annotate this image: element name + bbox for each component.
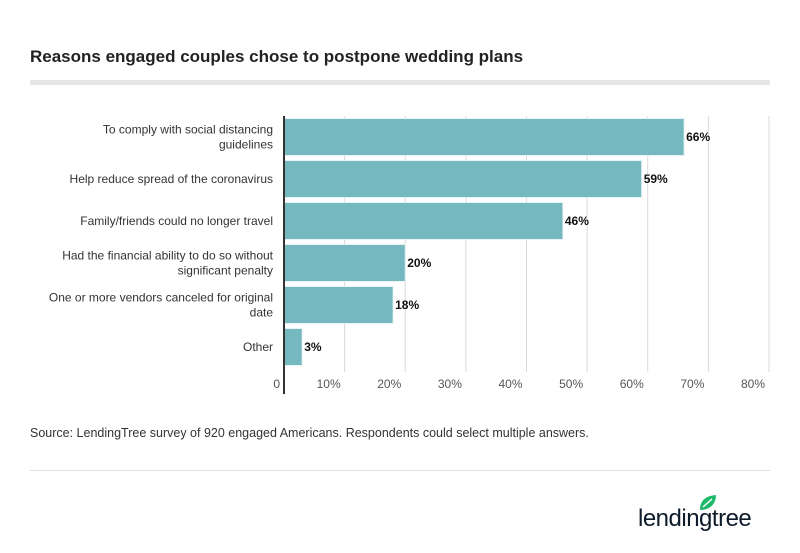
data-label: 3% xyxy=(304,340,322,354)
category-label: To comply with social distancing xyxy=(103,123,273,137)
x-tick-label: 20% xyxy=(377,377,401,391)
bar xyxy=(283,244,406,282)
x-tick-label: 70% xyxy=(680,377,704,391)
x-tick-label: 0 xyxy=(273,377,280,391)
category-label: date xyxy=(250,306,274,320)
source-note: Source: LendingTree survey of 920 engage… xyxy=(30,426,589,440)
category-label: Had the financial ability to do so witho… xyxy=(62,249,273,263)
title-divider xyxy=(30,80,770,85)
data-label: 20% xyxy=(407,256,431,270)
x-tick-label: 50% xyxy=(559,377,583,391)
bar xyxy=(283,118,685,156)
x-tick-label: 10% xyxy=(317,377,341,391)
bar xyxy=(283,286,394,324)
chart-title: Reasons engaged couples chose to postpon… xyxy=(30,47,524,66)
category-label: guidelines xyxy=(219,138,273,152)
x-tick-label: 60% xyxy=(620,377,644,391)
x-tick-label: 80% xyxy=(741,377,765,391)
bar xyxy=(283,202,564,240)
bar xyxy=(283,160,643,198)
x-tick-label: 40% xyxy=(498,377,522,391)
data-label: 46% xyxy=(565,214,589,228)
category-label: Family/friends could no longer travel xyxy=(80,214,273,228)
category-label: Help reduce spread of the coronavirus xyxy=(70,172,273,186)
lendingtree-logo: lendingtree xyxy=(638,495,752,532)
bar xyxy=(283,328,303,366)
data-label: 18% xyxy=(395,298,419,312)
category-label: significant penalty xyxy=(178,264,273,278)
data-label: 66% xyxy=(686,130,710,144)
x-tick-label: 30% xyxy=(438,377,462,391)
footer-divider xyxy=(30,470,770,471)
logo-wordmark: lendingtree xyxy=(638,505,751,532)
category-label: One or more vendors canceled for origina… xyxy=(49,291,273,305)
data-label: 59% xyxy=(644,172,668,186)
bar-chart: 0 10% 20% 30% 40% 50% 60% 70% 80% 66% To comply wi… xyxy=(49,116,770,394)
category-label: Other xyxy=(243,340,273,354)
